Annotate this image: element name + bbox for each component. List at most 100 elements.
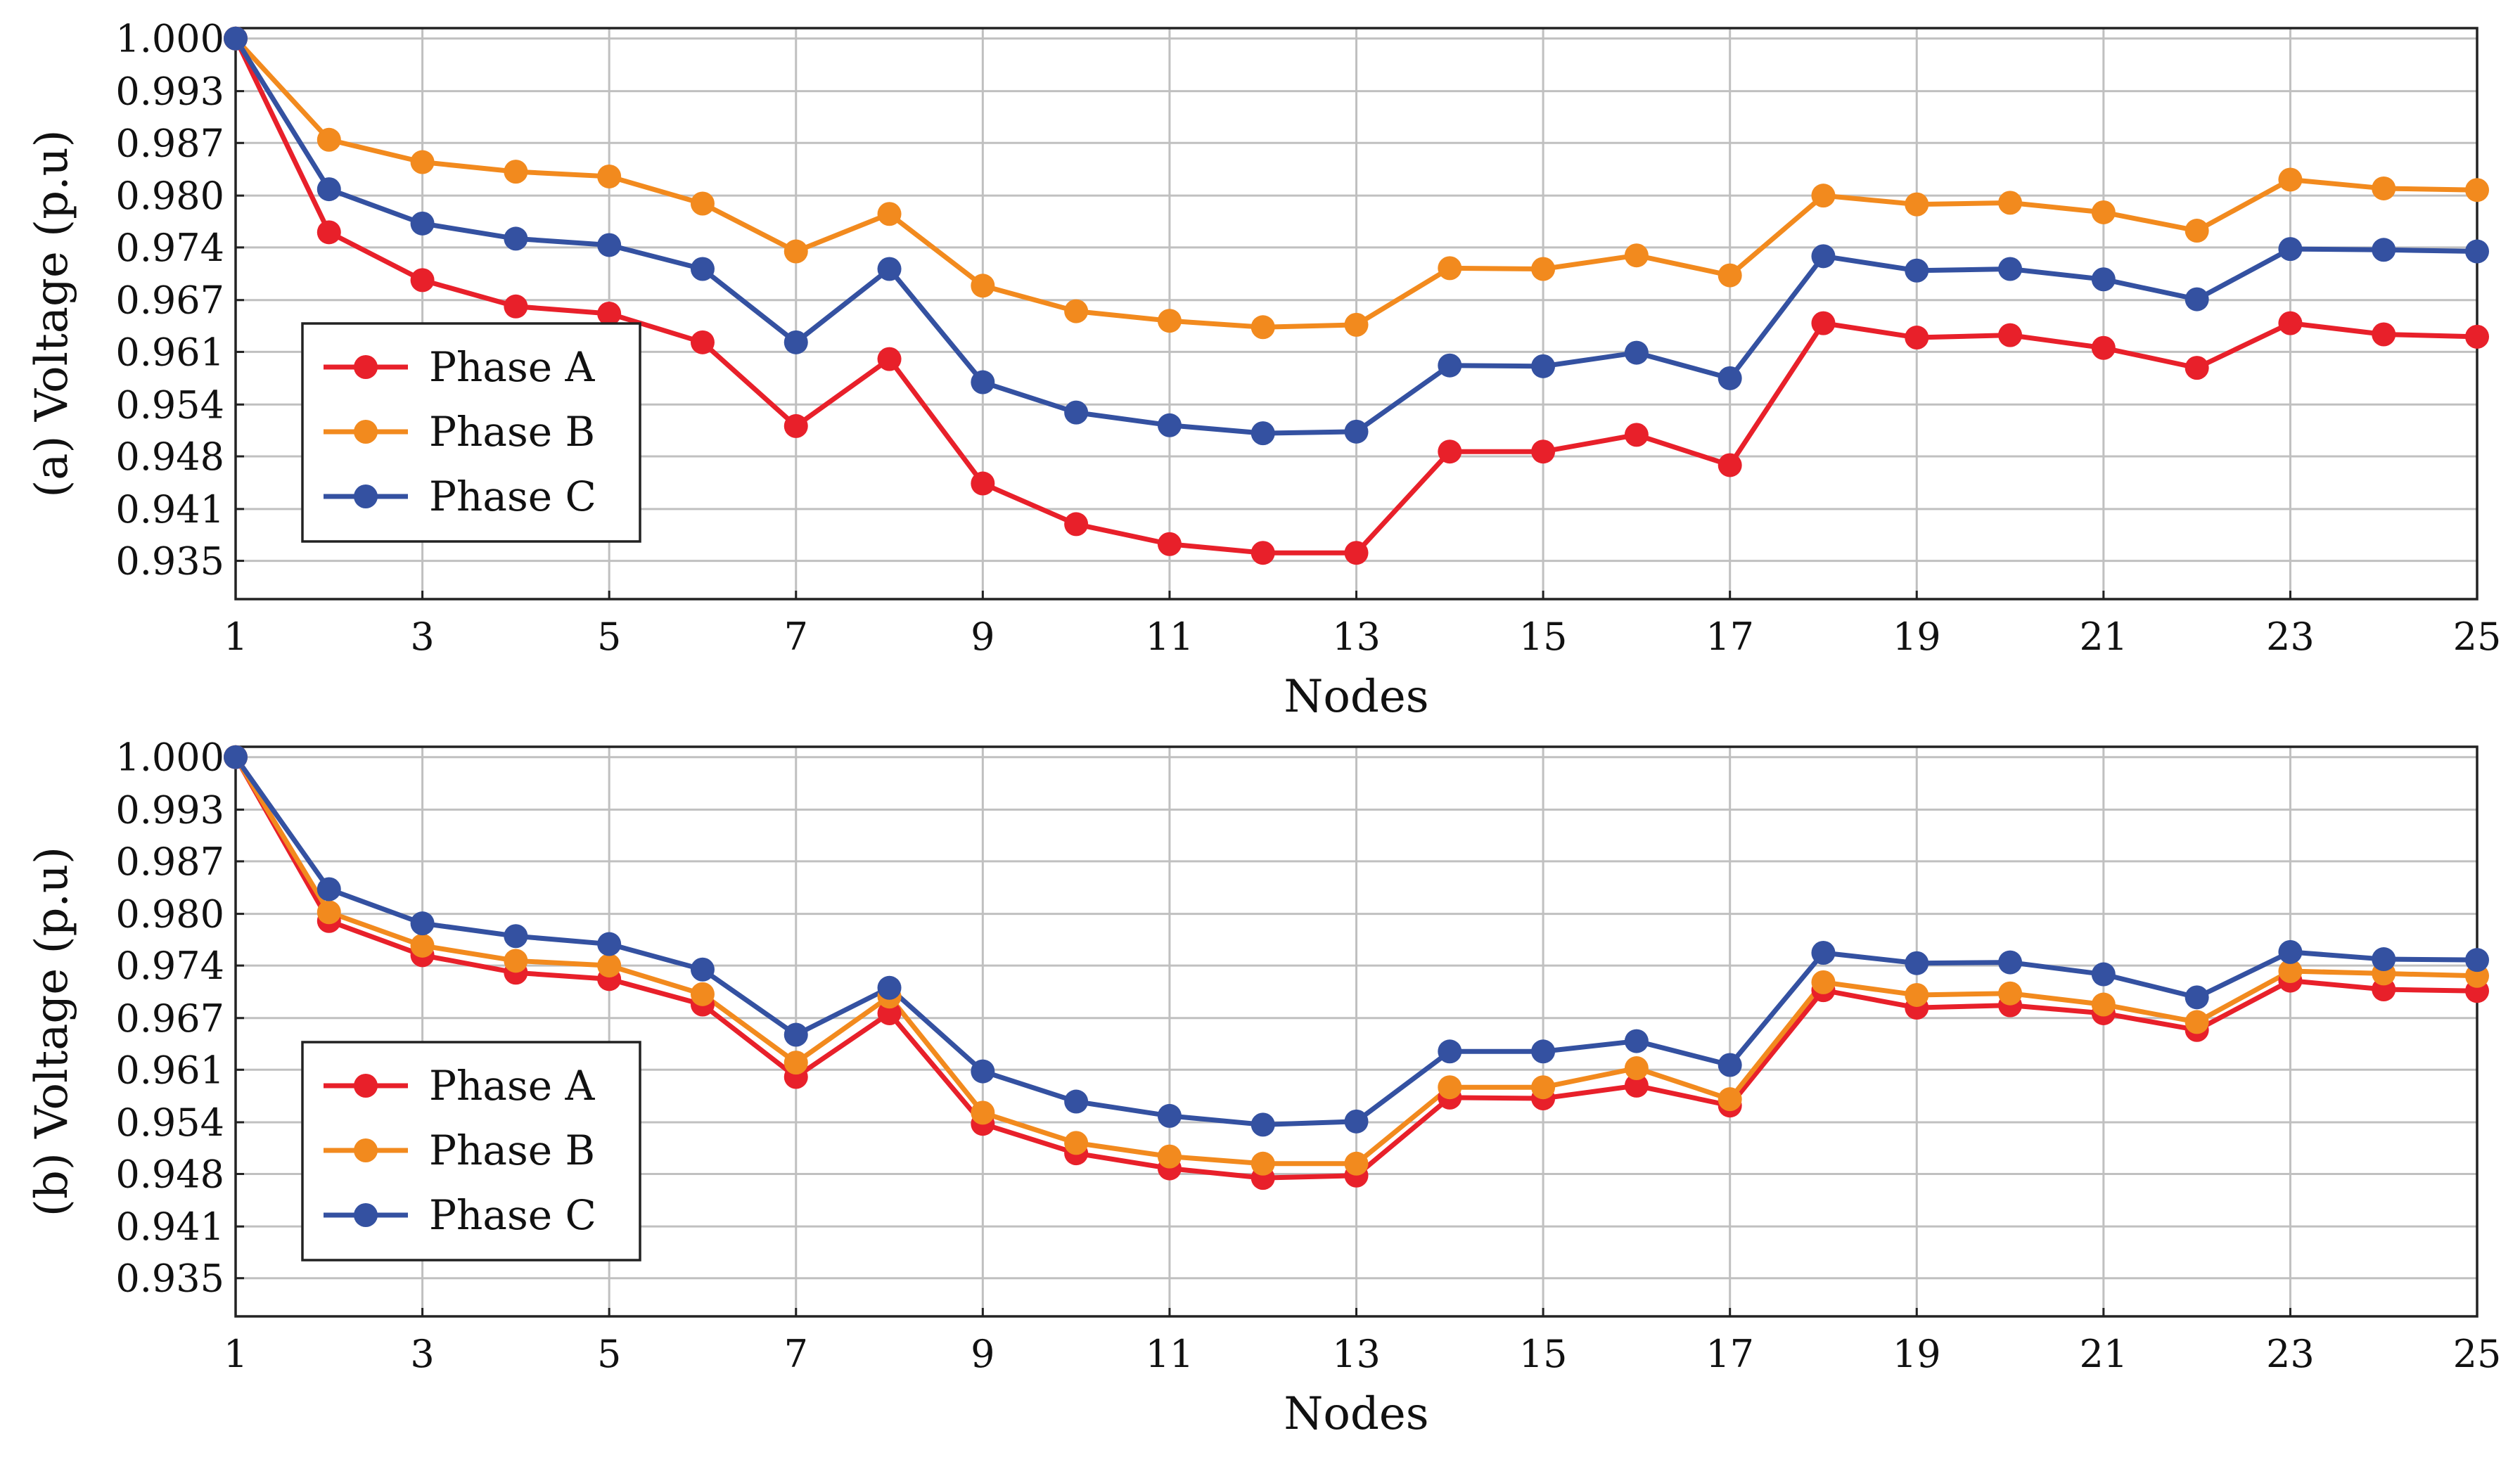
legend-label-a-2: Phase B (429, 408, 595, 456)
point-a-s3-node-21 (2091, 267, 2116, 292)
x-tick-label-a-9: 19 (1893, 615, 1941, 659)
point-a-s1-node-3 (410, 268, 435, 293)
x-tick-label-b-1: 3 (410, 1332, 434, 1376)
point-a-s2-node-5 (597, 164, 622, 188)
point-a-s3-node-25 (2465, 239, 2489, 264)
x-tick-label-b-8: 17 (1706, 1332, 1754, 1376)
point-a-s1-node-7 (783, 413, 808, 438)
point-a-s1-node-17 (1718, 453, 1742, 477)
point-a-s1-node-19 (1905, 326, 1929, 350)
point-b-s3-node-8 (877, 975, 902, 1000)
x-tick-label-a-6: 13 (1332, 615, 1381, 659)
chart-panel-b: 1 3 5 7 9 11 13 15 17 19 21 23 251.0000.9930.9870.98… (26, 736, 2501, 1440)
y-tick-label-a-0: 1.000 (115, 17, 224, 61)
legend-label-a-1: Phase A (429, 343, 595, 391)
x-tick-label-a-0: 1 (224, 615, 248, 659)
point-a-s1-node-21 (2091, 335, 2116, 360)
point-b-s3-node-20 (1998, 950, 2023, 975)
point-a-s3-node-7 (783, 330, 808, 354)
x-tick-label-b-10: 21 (2079, 1332, 2128, 1376)
x-tick-label-a-10: 21 (2079, 615, 2128, 659)
legend-marker-b-2 (354, 1138, 378, 1162)
point-a-s3-node-23 (2278, 237, 2303, 262)
y-tick-label-b-4: 0.974 (115, 944, 224, 988)
point-b-s2-node-7 (783, 1051, 808, 1075)
point-b-s2-node-10 (1064, 1131, 1089, 1155)
x-tick-label-a-3: 7 (784, 615, 808, 659)
x-tick-label-b-7: 15 (1519, 1332, 1568, 1376)
point-a-s3-node-3 (410, 211, 435, 236)
x-tick-label-a-4: 9 (971, 615, 994, 659)
point-a-s3-node-10 (1064, 400, 1089, 425)
x-tick-label-b-5: 11 (1146, 1332, 1194, 1376)
y-tick-label-a-5: 0.967 (115, 278, 224, 323)
x-tick-label-b-11: 23 (2266, 1332, 2315, 1376)
point-b-s2-node-22 (2185, 1010, 2209, 1034)
point-b-s2-node-17 (1718, 1087, 1742, 1112)
y-tick-label-b-2: 0.987 (115, 840, 224, 884)
x-axis-title-b: Nodes (1284, 1388, 1428, 1440)
y-tick-label-b-9: 0.941 (115, 1205, 224, 1249)
point-b-s3-node-23 (2278, 939, 2303, 964)
y-tick-label-b-0: 1.000 (115, 736, 224, 780)
point-a-s3-node-18 (1811, 244, 1836, 269)
point-a-s3-node-24 (2372, 238, 2396, 262)
x-tick-label-b-2: 5 (597, 1332, 621, 1376)
point-b-s3-node-13 (1344, 1109, 1369, 1134)
point-a-s2-node-3 (410, 150, 435, 174)
point-a-s1-node-23 (2278, 311, 2303, 335)
point-a-s1-node-12 (1251, 541, 1275, 565)
point-b-s3-node-19 (1905, 951, 1929, 975)
legend-marker-b-1 (354, 1074, 378, 1098)
point-b-s2-node-15 (1531, 1075, 1556, 1100)
point-b-s3-node-2 (316, 877, 341, 901)
point-a-s2-node-13 (1344, 312, 1369, 337)
y-tick-label-a-2: 0.987 (115, 121, 224, 165)
x-tick-label-b-3: 7 (784, 1332, 808, 1376)
point-a-s1-node-2 (316, 220, 341, 245)
point-b-s3-node-14 (1438, 1039, 1462, 1064)
legend-label-a-3: Phase C (429, 473, 596, 520)
point-a-s2-node-21 (2091, 200, 2116, 224)
point-a-s2-node-6 (690, 191, 715, 216)
point-a-s3-node-9 (971, 370, 995, 394)
point-a-s2-node-19 (1905, 192, 1929, 217)
x-tick-label-a-12: 25 (2453, 615, 2502, 659)
y-axis-title-b: (b) Voltage (p.u) (26, 847, 78, 1217)
legend-label-b-1: Phase A (429, 1062, 595, 1110)
legend-marker-a-2 (354, 420, 378, 444)
point-a-s2-node-25 (2465, 178, 2489, 203)
point-a-s2-node-23 (2278, 167, 2303, 192)
point-b-s3-node-15 (1531, 1039, 1556, 1064)
point-b-s2-node-19 (1905, 982, 1929, 1007)
point-a-s1-node-15 (1531, 439, 1556, 464)
point-a-s1-node-4 (504, 294, 528, 319)
point-a-s2-node-7 (783, 239, 808, 264)
point-a-s3-node-13 (1344, 419, 1369, 444)
point-a-s2-node-8 (877, 202, 902, 226)
point-a-s2-node-14 (1438, 256, 1462, 281)
point-a-s1-node-11 (1157, 532, 1182, 556)
y-tick-label-a-1: 0.993 (115, 70, 224, 114)
point-a-s3-node-2 (316, 177, 341, 202)
y-tick-label-b-5: 0.967 (115, 996, 224, 1041)
point-a-s3-node-4 (504, 226, 528, 251)
point-b-s3-node-12 (1251, 1112, 1275, 1137)
point-a-s1-node-24 (2372, 322, 2396, 347)
point-a-s3-node-11 (1157, 413, 1182, 437)
point-b-s2-node-20 (1998, 981, 2023, 1006)
y-tick-label-b-3: 0.980 (115, 892, 224, 937)
x-tick-label-a-1: 3 (410, 615, 434, 659)
point-a-s3-node-15 (1531, 354, 1556, 378)
point-b-s3-node-11 (1157, 1103, 1182, 1128)
point-a-s3-node-19 (1905, 258, 1929, 283)
y-tick-label-b-6: 0.961 (115, 1048, 224, 1092)
legend-label-b-2: Phase B (429, 1127, 595, 1174)
point-a-s2-node-9 (971, 274, 995, 298)
legend-marker-b-3 (354, 1203, 378, 1227)
chart-panel-a: 1 3 5 7 9 11 13 15 17 19 21 23 251.0000.9930.9870.98… (26, 17, 2501, 723)
point-b-s2-node-9 (971, 1100, 995, 1125)
point-b-s1-node-8 (877, 1001, 902, 1025)
point-a-s2-node-18 (1811, 184, 1836, 208)
